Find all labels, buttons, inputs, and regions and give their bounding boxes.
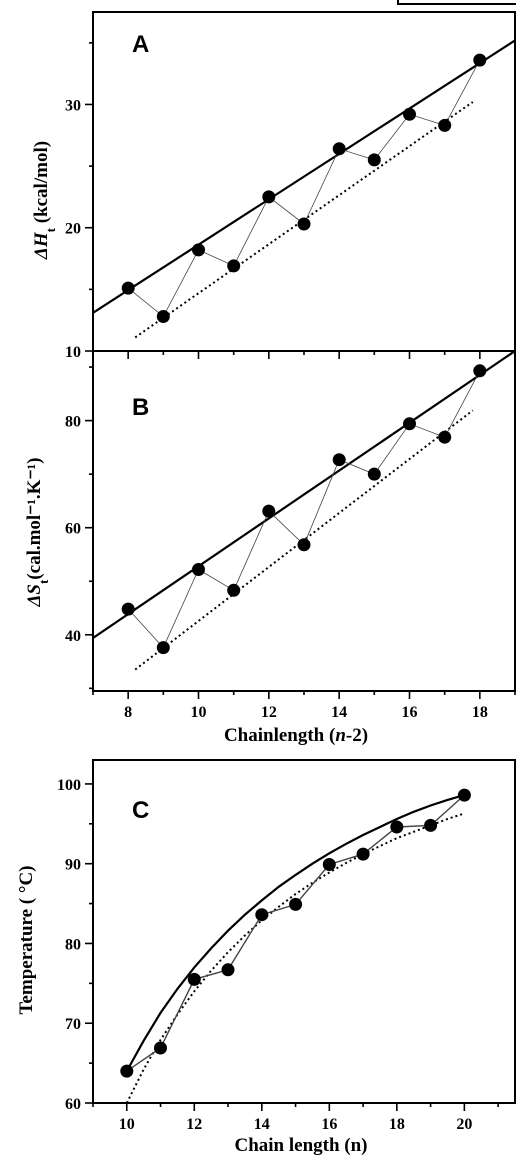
panel-b-data-point bbox=[473, 364, 487, 378]
panel-a-data-point bbox=[403, 107, 416, 121]
panel-b-data-point bbox=[262, 504, 276, 518]
panel-a-data-point bbox=[156, 310, 170, 323]
panel-b-plot-area bbox=[94, 352, 514, 671]
panel-a-y-sub: t bbox=[43, 227, 58, 232]
panel-c-fit-upper-line bbox=[125, 794, 465, 1072]
panel-c-data-connector bbox=[126, 794, 465, 1072]
panel-c-x-ticks: 10 12 14 16 18 20 bbox=[92, 1103, 499, 1133]
panel-c-data-point bbox=[255, 908, 269, 922]
panel-c-data-point bbox=[154, 1041, 167, 1055]
panel-c-data-point bbox=[289, 897, 303, 911]
panel-c-data-point bbox=[424, 818, 438, 832]
panel-b-data-point bbox=[227, 583, 241, 597]
panel-b-fit-lower-line bbox=[134, 409, 474, 671]
panel-b-data-point bbox=[297, 538, 311, 552]
panel-b-x-tick-label: 10 bbox=[191, 704, 207, 721]
panel-c-plot-area bbox=[120, 788, 471, 1102]
panel-b-data-point bbox=[192, 563, 205, 576]
panel-b-data-point bbox=[403, 417, 416, 431]
panel-c-y-ticks: 60 70 80 90 100 bbox=[57, 777, 93, 1113]
panel-c-data-point bbox=[120, 1064, 134, 1078]
panel-c-data-point bbox=[322, 858, 336, 871]
panel-a-data-point bbox=[438, 118, 452, 132]
panel-a-data-point bbox=[297, 217, 311, 231]
panel-a-data-point bbox=[121, 281, 135, 295]
panel-a-data-point bbox=[227, 259, 241, 273]
panel-c-frame bbox=[92, 759, 516, 1104]
panel-a-data-point bbox=[367, 153, 381, 167]
panel-a-y-tick-label: 20 bbox=[65, 221, 81, 238]
panel-c-x-tick-label: 12 bbox=[186, 1116, 202, 1133]
panel-c-y-tick-label: 80 bbox=[65, 936, 81, 953]
panel-b-x-tick-label: 14 bbox=[331, 704, 347, 721]
panel-b-fit-upper-line bbox=[94, 352, 514, 639]
panel-a-data-point bbox=[332, 142, 346, 156]
panel-c-x-tick-label: 20 bbox=[456, 1116, 472, 1133]
panel-b-x-tick-label: 12 bbox=[261, 704, 277, 721]
panel-b-data-point bbox=[121, 602, 135, 616]
panel-b-x-pre: Chainlength ( bbox=[224, 725, 335, 746]
panel-c-x-tick-label: 16 bbox=[321, 1116, 337, 1133]
panel-b-data-connector bbox=[127, 370, 481, 649]
panel-c-x-tick-label: 18 bbox=[389, 1116, 405, 1133]
panel-c-data-point bbox=[457, 788, 471, 802]
panel-c-fit-lower-line bbox=[126, 812, 465, 1102]
panel-c-y-tick-label: 90 bbox=[65, 857, 81, 874]
panel-b-x-tick-label: 8 bbox=[124, 704, 132, 721]
panel-b-x-axis-title: Chainlength (n-2) bbox=[224, 725, 368, 746]
panel-a-fit-upper-line bbox=[94, 39, 514, 314]
panel-b-data-point bbox=[332, 453, 346, 467]
panel-a-data-connector bbox=[127, 59, 481, 318]
panel-c-data-point bbox=[356, 847, 370, 861]
panel-b-y-ticks: 40 60 80 bbox=[65, 366, 93, 690]
panel-b-x-tick-label: 16 bbox=[402, 704, 418, 721]
panel-a-y-ticks: 10 20 30 bbox=[65, 42, 516, 361]
panel-c-label: C bbox=[132, 797, 149, 824]
panel-a-plot-area bbox=[94, 39, 514, 339]
panel-c-y-tick-label: 100 bbox=[57, 777, 81, 794]
panel-c-y-tick-label: 60 bbox=[65, 1096, 81, 1113]
panel-b-y-tick-label: 40 bbox=[65, 628, 81, 645]
panel-b-y-rest: (cal.mol⁻¹.K⁻¹) bbox=[24, 457, 45, 579]
panel-a-y-rest: (kcal/mol) bbox=[31, 141, 52, 228]
panel-b-label: B bbox=[132, 394, 149, 421]
panel-b-y-axis-title: ΔSt(cal.mol⁻¹.K⁻¹) bbox=[24, 457, 51, 607]
panel-b-y-tick-label: 60 bbox=[65, 521, 81, 538]
panel-b-y-tick-label: 80 bbox=[65, 414, 81, 431]
panel-c-x-tick-label: 10 bbox=[119, 1116, 135, 1133]
panel-c: 60 70 80 90 100 10 12 14 16 18 20 C Temperature (… bbox=[16, 759, 516, 1156]
panel-b-y-sub: t bbox=[36, 579, 51, 584]
panel-c-data-point bbox=[390, 820, 404, 834]
panel-b-x-ticks: 8 10 12 14 16 18 bbox=[92, 691, 516, 721]
panel-b-data-point bbox=[367, 467, 381, 481]
panel-b-y-main: ΔS bbox=[24, 584, 45, 607]
panel-a-y-axis-title: ΔHt (kcal/mol) bbox=[31, 141, 58, 260]
panel-a: 10 20 30 A ΔHt (kcal/mol) bbox=[31, 11, 516, 361]
panel-a-label: A bbox=[132, 31, 149, 58]
panel-b-x-tick-label: 18 bbox=[472, 704, 488, 721]
panel-b-data-point bbox=[438, 430, 452, 444]
panel-c-data-point bbox=[187, 972, 201, 986]
panel-a-y-tick-label: 30 bbox=[65, 97, 81, 114]
panel-a-data-point bbox=[192, 243, 205, 257]
frame-fragment bbox=[397, 0, 516, 5]
panel-a-y-main: ΔH bbox=[31, 231, 52, 260]
panel-c-data-point bbox=[221, 963, 235, 977]
panel-a-data-point bbox=[262, 190, 276, 204]
panel-c-y-axis-title: Temperature ( °C) bbox=[16, 865, 37, 1014]
panel-a-y-tick-label: 10 bbox=[65, 344, 81, 361]
panel-c-x-axis-title: Chain length (n) bbox=[234, 1135, 367, 1156]
panel-b-x-italic: n bbox=[335, 725, 346, 746]
panel-c-y-tick-label: 70 bbox=[65, 1016, 81, 1033]
panel-a-frame bbox=[92, 11, 516, 352]
panel-b-x-post: -2) bbox=[346, 725, 368, 746]
panel-c-x-tick-label: 14 bbox=[254, 1116, 270, 1133]
panel-b-data-point bbox=[156, 641, 170, 655]
panel-a-data-point bbox=[473, 53, 487, 67]
